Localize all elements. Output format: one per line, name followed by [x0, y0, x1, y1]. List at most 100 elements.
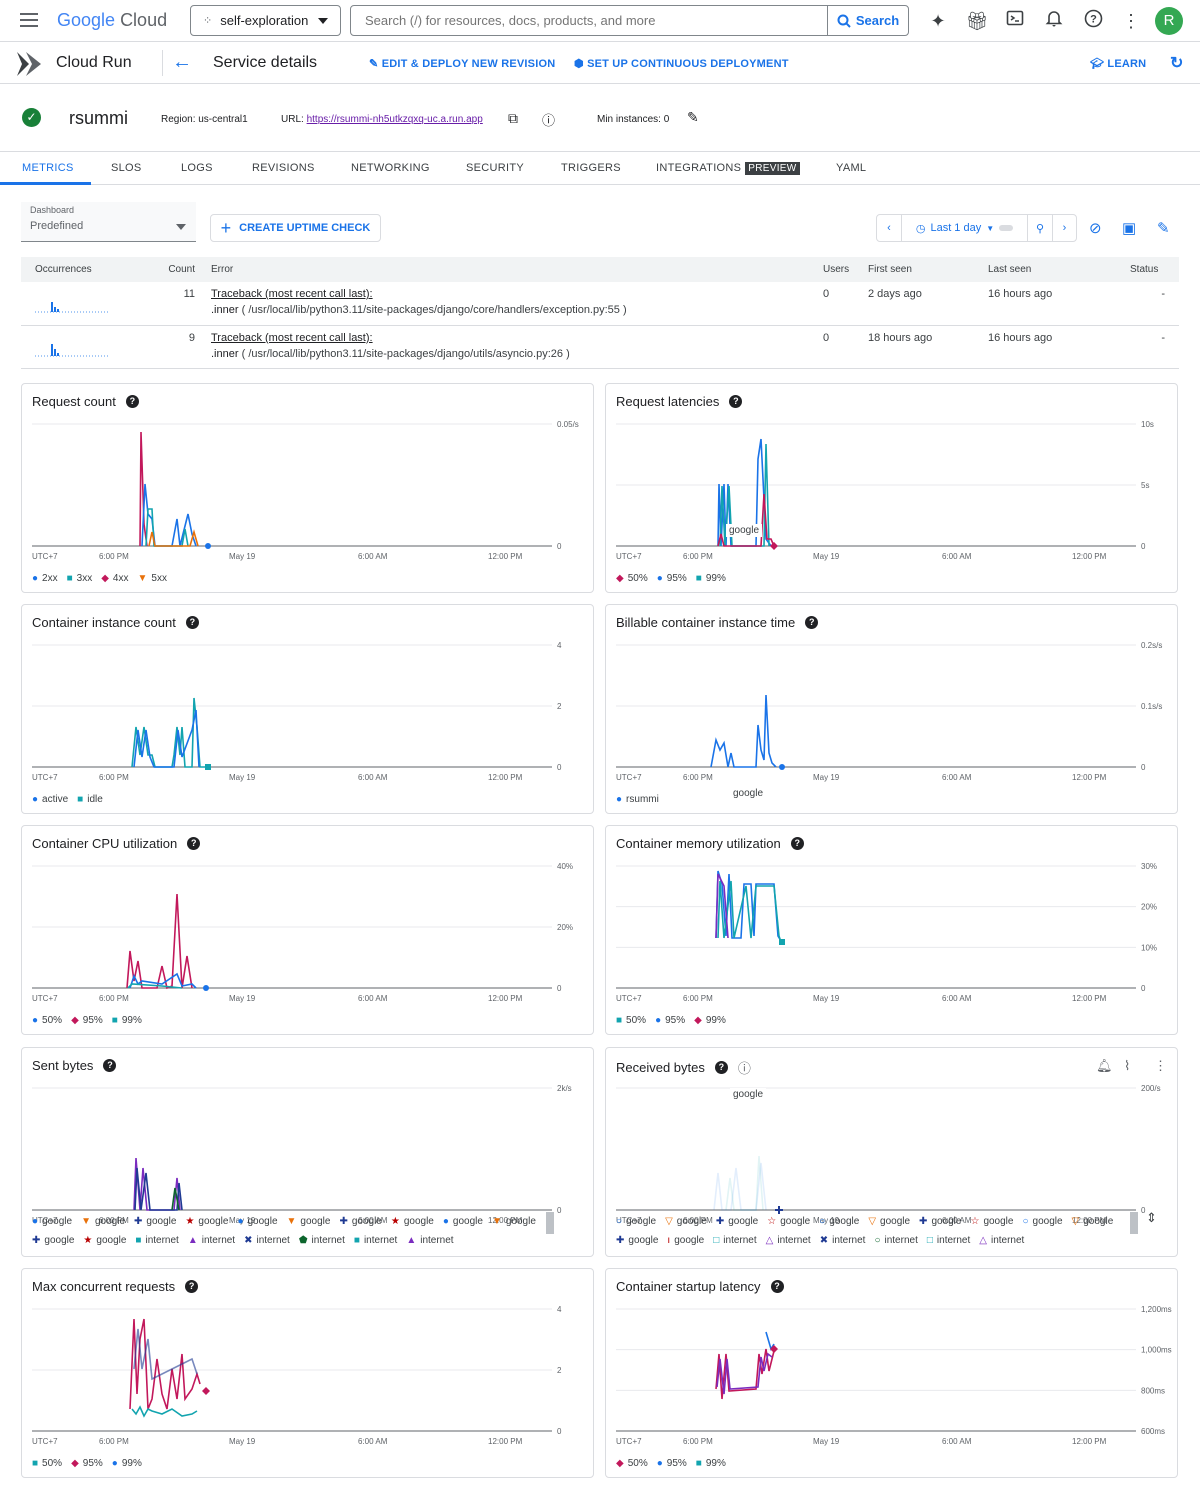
legend-item[interactable]: ◆ 95% — [71, 1015, 103, 1026]
project-picker[interactable]: ⁘ self-exploration — [190, 5, 341, 36]
legend-item[interactable]: ı google — [667, 1235, 704, 1246]
gemini-spark-icon[interactable]: ✦ — [930, 11, 946, 31]
table-row[interactable]: 9 Traceback (most recent call last): .in… — [21, 325, 1179, 369]
dashboard-select[interactable]: Dashboard Predefined — [21, 202, 196, 242]
legend-item[interactable]: ✚ google — [32, 1235, 74, 1246]
legend-item[interactable]: ✚ google — [339, 1216, 381, 1227]
legend-item[interactable]: ● rsummi — [616, 794, 659, 805]
legend-item[interactable]: ○ internet — [874, 1235, 917, 1246]
info-icon[interactable]: ⓘ — [737, 1061, 751, 1076]
legend-item[interactable]: ■ internet — [135, 1235, 178, 1246]
avatar[interactable]: R — [1155, 7, 1183, 35]
tab-logs[interactable]: LOGS — [181, 162, 213, 174]
search-button[interactable]: Search — [827, 6, 908, 35]
legend-item[interactable]: ✚ google — [716, 1216, 758, 1227]
product-name[interactable]: Cloud Run — [56, 54, 132, 71]
more-vert-icon[interactable]: ⋮ — [1154, 1058, 1167, 1073]
legend-item[interactable]: △ internet — [766, 1235, 811, 1246]
toggle-icon[interactable] — [999, 225, 1014, 231]
tab-slos[interactable]: SLOS — [111, 162, 142, 174]
legend-item[interactable]: ✚ google — [134, 1216, 176, 1227]
legend-item[interactable]: ◆ 50% — [616, 573, 648, 584]
chart-plot[interactable]: 0.2s/s 0.1s/s 0 UTC+7 6:00 PM May 19 6:00 AM 12… — [606, 635, 1177, 785]
chart-plot[interactable]: 200/s 0 UTC+7 6:00 PM May 19 6:00 AM 12:00 PM — [606, 1078, 1177, 1228]
help-icon[interactable]: ? — [714, 1061, 728, 1074]
legend-item[interactable]: ▼ google — [81, 1216, 125, 1227]
legend-item[interactable]: ■ 99% — [696, 1458, 726, 1469]
table-row[interactable]: 11 Traceback (most recent call last): .i… — [21, 282, 1179, 326]
help-icon[interactable]: ? — [125, 395, 139, 408]
legend-item[interactable]: □ internet — [713, 1235, 756, 1246]
legend-item[interactable]: ◆ 99% — [694, 1015, 726, 1026]
legend-item[interactable]: ○ google — [819, 1216, 859, 1227]
tab-integrations[interactable]: INTEGRATIONS PREVIEW — [656, 162, 800, 175]
legend-item[interactable]: □ internet — [927, 1235, 970, 1246]
legend-item[interactable]: ● 99% — [112, 1458, 142, 1469]
copy-icon[interactable]: ⧉ — [508, 110, 518, 126]
legend-item[interactable]: ★ google — [391, 1216, 434, 1227]
legend-item[interactable]: ▲ internet — [188, 1235, 235, 1246]
tab-yaml[interactable]: YAML — [836, 162, 867, 174]
tab-security[interactable]: SECURITY — [466, 162, 525, 174]
continuous-deployment-button[interactable]: ⬢ SET UP CONTINUOUS DEPLOYMENT — [574, 58, 789, 70]
service-url-link[interactable]: https://rsummi-nh5utkzqxq-uc.a.run.app — [306, 114, 483, 125]
legend-item[interactable]: ● google — [237, 1216, 277, 1227]
legend-item[interactable]: ● active — [32, 794, 68, 805]
legend-item[interactable]: ✖ internet — [244, 1235, 290, 1246]
google-cloud-logo[interactable]: Google Cloud — [57, 10, 168, 30]
legend-item[interactable]: ▽ google — [665, 1216, 707, 1227]
legend-item[interactable]: ■ internet — [354, 1235, 397, 1246]
legend-item[interactable]: ✚ google — [616, 1235, 658, 1246]
legend-item[interactable]: ◆ 4xx — [101, 573, 128, 584]
help-icon[interactable]: ? — [1081, 9, 1105, 33]
expand-legend-icon[interactable]: ⇕ — [1146, 1210, 1157, 1225]
chart-explore-icon[interactable]: ⌇ — [1124, 1058, 1131, 1073]
legend-item[interactable]: ▼ google — [492, 1216, 536, 1227]
refresh-icon[interactable]: ↻ — [1170, 55, 1184, 72]
legend-item[interactable]: ● 95% — [657, 1458, 687, 1469]
legend-item[interactable]: ✖ internet — [820, 1235, 866, 1246]
help-icon[interactable]: ? — [790, 837, 804, 850]
legend-item[interactable]: ■ idle — [77, 794, 103, 805]
learn-button[interactable]: 🎓︎ LEARN — [1090, 58, 1147, 70]
chart-plot[interactable]: 4 2 0 UTC+7 6:00 PM May 19 6:00 AM 12:00 PM — [22, 635, 593, 785]
time-prev-button[interactable]: ‹ — [877, 215, 902, 241]
legend-item[interactable]: ○ google — [616, 1216, 656, 1227]
legend-item[interactable]: ▼ 5xx — [137, 573, 166, 584]
legend-item[interactable]: ● 95% — [655, 1015, 685, 1026]
legend-item[interactable]: ★ google — [185, 1216, 228, 1227]
tab-metrics[interactable]: METRICS — [22, 162, 74, 174]
menu-icon[interactable] — [20, 13, 38, 27]
no-annotations-icon[interactable]: ⊘ — [1089, 220, 1102, 237]
legend-item[interactable]: ● google — [443, 1216, 483, 1227]
legend-item[interactable]: ● 2xx — [32, 573, 58, 584]
edit-deploy-button[interactable]: ✎ EDIT & DEPLOY NEW REVISION — [369, 58, 556, 70]
legend-item[interactable]: ■ 50% — [32, 1458, 62, 1469]
legend-item[interactable]: ▼ google — [287, 1216, 331, 1227]
error-title-link[interactable]: Traceback (most recent call last): — [211, 331, 373, 344]
bell-alert-icon[interactable]: 🔔︎ — [1096, 1058, 1113, 1073]
tab-triggers[interactable]: TRIGGERS — [561, 162, 621, 174]
legend-item[interactable]: ▽ google — [868, 1216, 910, 1227]
zoom-icon[interactable]: ⚲ — [1028, 215, 1053, 241]
legend-item[interactable]: ★ google — [83, 1235, 126, 1246]
help-icon[interactable]: ? — [103, 1059, 117, 1072]
edit-pencil-icon[interactable]: ✎ — [687, 109, 699, 125]
error-title-link[interactable]: Traceback (most recent call last): — [211, 288, 373, 300]
search-input[interactable] — [351, 13, 827, 28]
create-uptime-check-button[interactable]: + CREATE UPTIME CHECK — [210, 214, 381, 242]
chart-plot[interactable]: 1,200ms 1,000ms 800ms 600ms UTC+7 6:00 PM May … — [606, 1299, 1177, 1449]
more-vert-icon[interactable]: ⋮ — [1122, 11, 1140, 31]
legend-item[interactable]: ☆ google — [970, 1216, 1013, 1227]
legend-item[interactable]: ▽ google — [1072, 1216, 1114, 1227]
time-range-select[interactable]: ◷ Last 1 day ▼ — [902, 215, 1028, 241]
legend-item[interactable]: ◆ 50% — [616, 1458, 648, 1469]
legend-item[interactable]: ■ 99% — [696, 573, 726, 584]
gift-icon[interactable]: 🎁︎ — [965, 11, 989, 31]
legend-item[interactable]: ▲ internet — [406, 1235, 453, 1246]
chart-plot[interactable]: 40% 20% 0 UTC+7 6:00 PM May 19 6:00 AM 12:00 PM — [22, 856, 593, 1006]
legend-item[interactable]: ■ 50% — [616, 1015, 646, 1026]
legend-scrollbar[interactable] — [546, 1212, 554, 1234]
tab-networking[interactable]: NETWORKING — [351, 162, 430, 174]
legend-item[interactable]: ■ 99% — [112, 1015, 142, 1026]
